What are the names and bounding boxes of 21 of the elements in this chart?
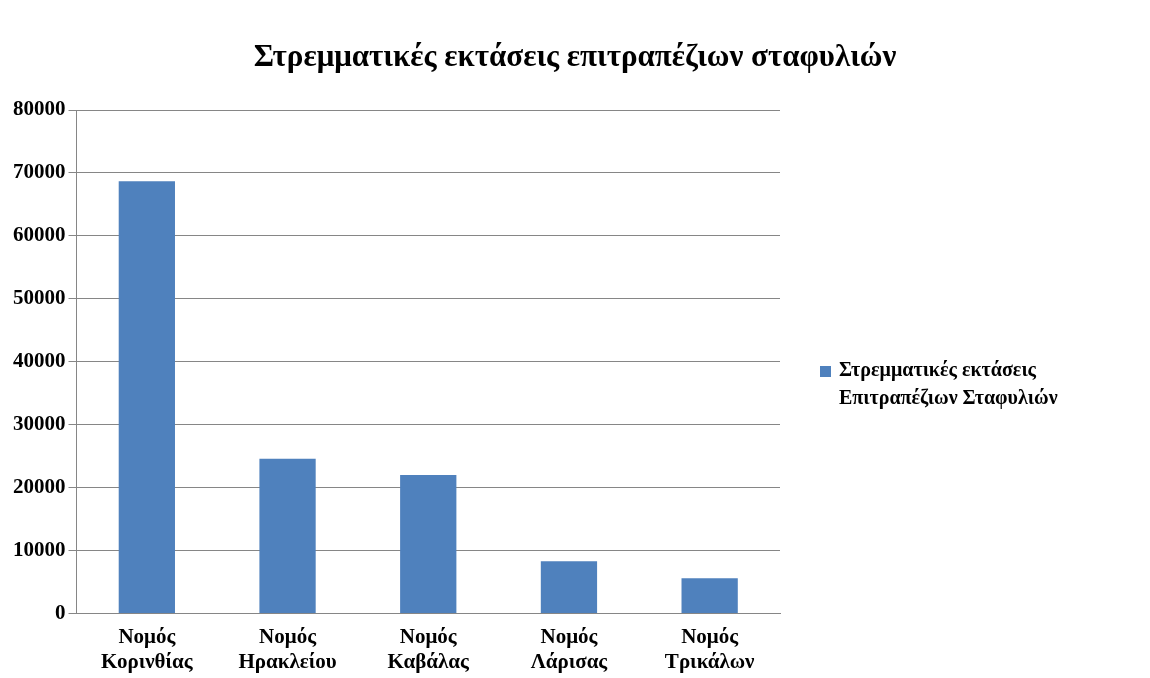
y-tick-label: 20000	[13, 474, 66, 499]
x-tick-label: Νομός Λάρισας	[530, 623, 609, 673]
y-tick-label: 70000	[13, 159, 66, 184]
y-tick-label: 40000	[13, 348, 66, 373]
y-tick-label: 50000	[13, 285, 66, 310]
y-tick-label: 0	[55, 600, 66, 625]
chart-title: Στρεμματικές εκτάσεις επιτραπέζιων σταφυλιών	[252, 38, 898, 74]
legend-label: Στρεμματικές εκτάσεις Επιτραπέζιων Σταφυλιών	[839, 357, 1059, 411]
x-tick-label: Νομός Τρικάλων	[664, 623, 756, 673]
y-tick-label: 10000	[13, 537, 66, 562]
bar	[118, 181, 175, 614]
x-tick-label: Νομός Κορινθίας	[101, 623, 194, 673]
y-tick-label: 30000	[13, 411, 66, 436]
x-tick-label: Νομός Καβάλας	[387, 623, 471, 673]
y-tick-label: 80000	[13, 96, 66, 121]
bar	[259, 458, 316, 614]
bar	[540, 561, 598, 614]
x-tick-label: Νομός Ηρακλείου	[238, 623, 337, 673]
bar	[681, 578, 738, 614]
y-tick-label: 60000	[13, 222, 66, 247]
bar	[400, 475, 457, 614]
